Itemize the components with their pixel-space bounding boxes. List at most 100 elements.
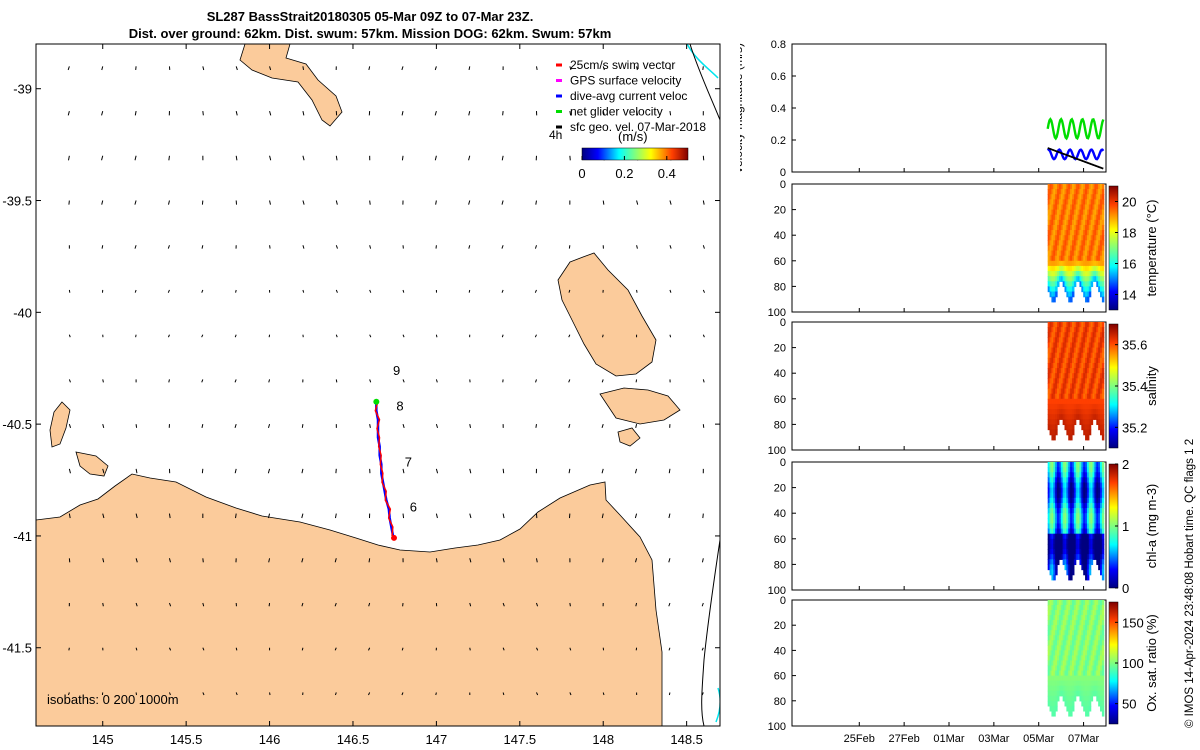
heatmap-cell [1085,462,1088,468]
heatmap-cell [1100,409,1103,415]
heatmap-cell [1077,502,1081,509]
heatmap-cell [1077,477,1081,484]
heatmap-cell [1051,502,1054,509]
heatmap-cell [1079,518,1082,525]
heatmap-cell [1070,219,1073,226]
heatmap-cell [1090,477,1094,484]
heatmap-cell [1094,538,1097,545]
heatmap-cell [1090,322,1094,328]
heatmap-cell [1092,650,1096,657]
heatmap-cell [1062,332,1066,338]
heatmap-cell [1081,543,1084,550]
heatmap-cell [1100,518,1103,525]
heatmap-cell [1049,670,1053,677]
heatmap-cell [1066,497,1069,504]
heatmap-cell [1053,660,1056,667]
heatmap-cell [1101,352,1105,359]
heatmap-cell [1049,199,1053,206]
velocity-y-tick-label: 0.2 [771,135,786,147]
heatmap-cell [1092,620,1096,626]
heatmap-cell [1051,383,1054,390]
heatmap-cell [1051,680,1054,687]
heatmap-cell [1051,373,1054,379]
heatmap-cell [1064,549,1067,555]
heatmap-cell [1090,655,1094,662]
velocity-arrow [334,692,337,696]
heatmap-cell [1083,695,1086,702]
velocity-arrow [369,245,372,249]
heatmap-cell [1062,518,1066,525]
heatmap-cell [1068,650,1071,657]
heatmap-cell [1053,327,1056,333]
heatmap-cell [1098,502,1101,509]
velocity-arrow [267,468,271,474]
heatmap-cell [1098,214,1101,221]
velocity-arrow [235,647,238,651]
heatmap-cell [1047,194,1051,200]
heatmap-cell [1096,538,1099,545]
heatmap-cell [1079,250,1082,257]
heatmap-cell [1055,199,1058,206]
heatmap-cell [1053,230,1056,236]
heatmap-cell [1083,414,1086,420]
heatmap-cell [1086,675,1090,682]
heatmap-cell [1092,378,1096,385]
heatmap-cell [1062,665,1066,672]
heatmap-cell [1088,508,1092,514]
heatmap-cell [1053,184,1056,190]
heatmap-cell [1057,352,1060,359]
heatmap-cell [1064,230,1067,236]
heatmap-cell [1049,255,1053,262]
heatmap-cell [1100,219,1103,226]
velocity-arrow [602,692,605,696]
heatmap-cell [1083,362,1086,369]
heatmap-cell [1075,477,1079,484]
heatmap-cell [1062,492,1066,499]
heatmap-cell [1073,388,1077,395]
heatmap-cell [1086,487,1090,494]
heatmap-cell [1075,383,1079,390]
heatmap-cell [1047,286,1051,293]
heatmap-cell [1092,513,1096,519]
heatmap-cell [1088,482,1092,489]
heatmap-cell [1071,615,1075,621]
heatmap-cell [1055,271,1058,277]
heatmap-cell [1071,194,1075,200]
heatmap-cell [1086,497,1090,504]
heatmap-cell [1070,276,1073,282]
heatmap-cell [1051,705,1054,712]
heatmap-cell [1066,327,1069,333]
heatmap-cell [1057,189,1060,195]
heatmap-cell [1071,250,1075,257]
velocity-arrow [435,692,437,696]
heatmap-cell [1098,650,1101,657]
heatmap-cell [1066,332,1069,338]
heatmap-cell [1049,347,1053,354]
heatmap-cell [1071,705,1075,712]
heatmap-cell [1055,414,1058,420]
velocity-arrow [302,66,304,71]
heatmap-cell [1070,533,1073,540]
heatmap-cell [1058,640,1062,646]
heatmap-cell [1058,265,1062,272]
heatmap-cell [1051,574,1054,581]
heatmap-cell [1077,549,1081,555]
heatmap-cell [1088,352,1092,359]
heatmap-cell [1070,398,1073,405]
heatmap-cell [1064,378,1067,385]
heatmap-cell [1096,271,1099,277]
heatmap-cell [1081,357,1084,364]
heatmap-cell [1094,271,1097,277]
heatmap-cell [1086,286,1090,293]
heatmap-cell [1075,600,1079,606]
heatmap-cell [1090,403,1094,410]
heatmap-cell [1094,610,1097,616]
heatmap-cell [1068,655,1071,662]
heatmap-cell [1086,640,1090,646]
heatmap-cell [1073,487,1077,494]
heatmap-cell [1068,194,1071,200]
velocity-arrow [469,602,472,607]
velocity-arrow [702,66,704,71]
heatmap-cell [1064,487,1067,494]
colorbar-tick-label: 18 [1122,226,1136,241]
